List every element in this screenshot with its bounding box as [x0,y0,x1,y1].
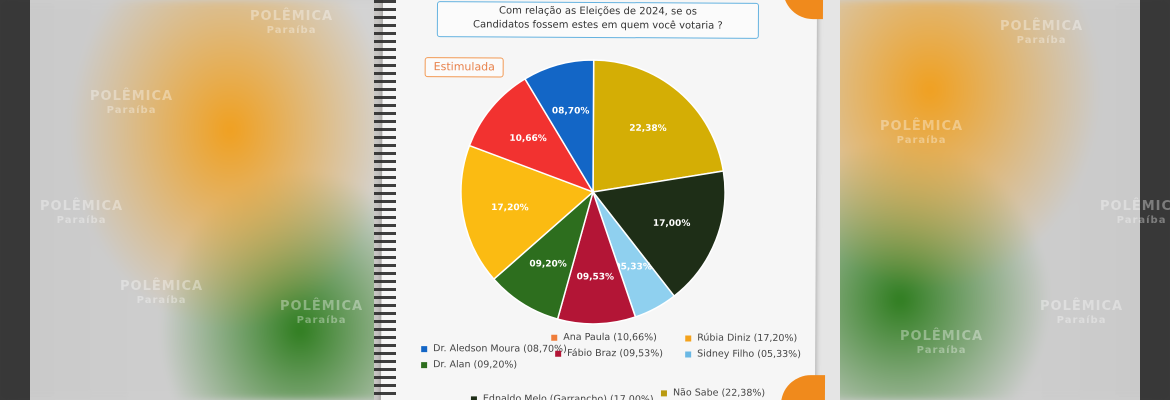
legend-item: Fábio Braz (09,53%) [555,347,664,360]
right-dark-edge [1140,0,1170,400]
pie-slice-5 [460,144,595,281]
pie-slice-label: 22,38% [629,124,667,134]
legend-label: Sidney Filho (05,33%) [697,348,801,361]
pie-slice-3 [556,189,637,325]
legend-label: Não Sabe (22,38%) [672,387,766,399]
left-dark-edge [0,0,30,400]
legend-label: Dr. Alan (09,20%) [433,359,518,371]
legend-item: Ana Paula (10,66%) [551,331,657,344]
legend-swatch [551,334,558,341]
pie-chart: 22,38% 17,00% 05,33%09,53% 09,20% 17,20% 10,6… [460,59,726,325]
pie-slice-label: 09,20% [529,259,567,269]
pie-slice-label: 05,33% [614,262,652,272]
photo-panel: Com relação as Eleições de 2024, se os C… [374,0,840,400]
legend-swatch [660,389,667,396]
legend-label: Rúbia Diniz (17,20%) [697,332,798,345]
legend-swatch [470,395,477,400]
legend-item: Não Sabe (22,38%) [660,387,766,399]
legend-label: Dr. Aledson Moura (08,70%) [433,343,567,355]
pie-slice-label: 17,00% [653,219,691,229]
legend-swatch [685,334,692,341]
pie-slice-6 [468,77,595,194]
legend-item: Dr. Aledson Moura (08,70%) [421,343,567,355]
legend-item: Ednaldo Melo (Garrancho) (17,00%) [470,393,654,400]
legend-item: Dr. Alan (09,20%) [421,359,517,371]
pie-slice-1 [591,170,726,298]
pie-slice-7 [523,59,595,195]
legend-label: Ednaldo Melo (Garrancho) (17,00%) [482,393,654,400]
pie-slice-0 [592,59,725,193]
pie-slice-label: 17,20% [491,203,529,213]
report-page: Com relação as Eleições de 2024, se os C… [380,0,826,400]
legend-label: Ana Paula (10,66%) [563,331,657,344]
legend-label: Fábio Braz (09,53%) [567,347,664,360]
pie-slice-label: 08,70% [552,106,590,116]
legend-swatch [421,345,428,352]
legend-swatch [421,361,428,368]
pie-slice-label: 10,66% [509,134,547,144]
spiral-binding [374,0,396,400]
legend-item: Sidney Filho (05,33%) [685,348,801,360]
legend-swatch [555,350,562,357]
legend-item: Rúbia Diniz (17,20%) [685,332,797,344]
legend-swatch [685,350,692,357]
pie-slice-label: 09,53% [577,272,615,282]
